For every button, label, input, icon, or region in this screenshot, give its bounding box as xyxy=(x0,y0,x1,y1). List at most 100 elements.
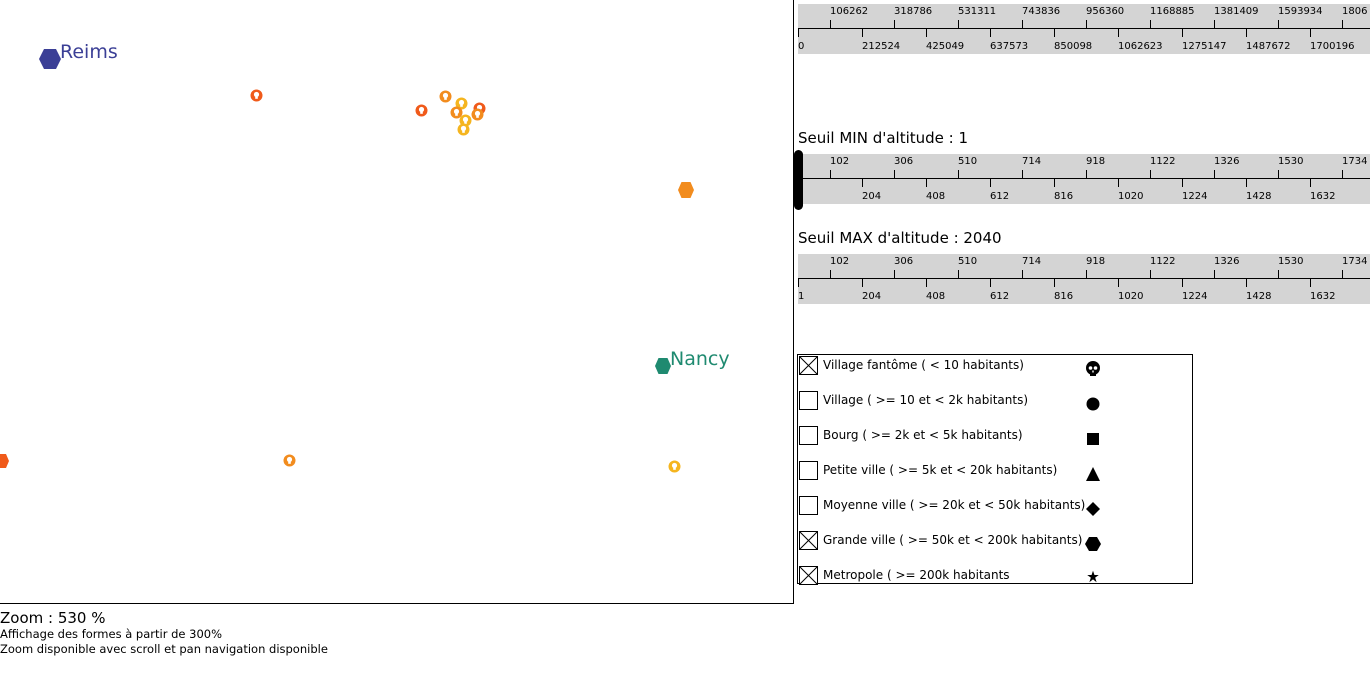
slider-tick-label: 1 xyxy=(798,291,805,302)
slider-tick-label: 714 xyxy=(1022,156,1042,167)
legend-item-bourg[interactable]: Bourg ( >= 2k et < 5k habitants) xyxy=(798,425,1192,460)
legend-item-village[interactable]: Village ( >= 10 et < 2k habitants) xyxy=(798,390,1192,425)
slider-tick-label: 1020 xyxy=(1118,191,1144,202)
slider-tick xyxy=(1310,278,1311,287)
slider-tick-label: 1487672 xyxy=(1246,41,1291,52)
slider-tick-label: 1326 xyxy=(1214,156,1240,167)
slider-tick xyxy=(894,20,895,29)
legend-label: Village ( >= 10 et < 2k habitants) xyxy=(823,393,1029,407)
slider-tick-label: 204 xyxy=(862,291,882,302)
slider-axis xyxy=(798,278,1370,279)
slider-tick-label: 1122 xyxy=(1150,256,1176,267)
altitude-min-title: Seuil MIN d'altitude : 1 xyxy=(798,129,969,147)
ghost-village-marker[interactable] xyxy=(455,97,468,110)
slider-tick xyxy=(1246,178,1247,187)
slider-tick-label: 1224 xyxy=(1182,291,1208,302)
reims-marker[interactable] xyxy=(38,47,62,71)
slider-tick xyxy=(830,170,831,179)
legend-checkbox[interactable] xyxy=(799,391,818,410)
slider-tick xyxy=(990,28,991,37)
slider-axis xyxy=(798,178,1370,179)
legend-checkbox-checked[interactable] xyxy=(799,566,818,585)
slider-tick xyxy=(798,278,799,287)
legend-label: Moyenne ville ( >= 20k et < 50k habitant… xyxy=(823,498,1086,512)
slider-tick xyxy=(1182,28,1183,37)
slider-tick-label: 1734 xyxy=(1342,156,1368,167)
legend-label: Bourg ( >= 2k et < 5k habitants) xyxy=(823,428,1023,442)
slider-tick-label: 1806 xyxy=(1342,6,1368,17)
slider-tick-label: 106262 xyxy=(830,6,869,17)
slider-tick-label: 918 xyxy=(1086,256,1106,267)
slider-tick xyxy=(862,28,863,37)
ghost-village-marker[interactable] xyxy=(415,104,428,117)
slider-tick-label: 1168885 xyxy=(1150,6,1195,17)
slider-tick-label: 510 xyxy=(958,156,978,167)
ghost-village-marker[interactable] xyxy=(283,454,296,467)
legend-item-ghost-village[interactable]: Village fantôme ( < 10 habitants) xyxy=(798,355,1192,390)
slider-tick xyxy=(1086,270,1087,279)
slider-tick-label: 637573 xyxy=(990,41,1029,52)
slider-tick-label: 743836 xyxy=(1022,6,1061,17)
circle-icon xyxy=(1086,397,1100,411)
population-slider[interactable]: 106262 318786 531311 743836 956360 1168885 138… xyxy=(798,4,1370,54)
legend-item-metropole[interactable]: Metropole ( >= 200k habitants xyxy=(798,565,1192,585)
slider-tick-label: 850098 xyxy=(1054,41,1093,52)
zoom-level: Zoom : 530 % xyxy=(0,609,106,627)
legend-label: Village fantôme ( < 10 habitants) xyxy=(823,358,1024,372)
slider-tick-label: 714 xyxy=(1022,256,1042,267)
legend-label: Grande ville ( >= 50k et < 200k habitant… xyxy=(823,533,1083,547)
legend-item-grande-ville[interactable]: Grande ville ( >= 50k et < 200k habitant… xyxy=(798,530,1192,565)
ghost-village-marker[interactable] xyxy=(459,114,472,127)
ghost-village-marker[interactable] xyxy=(668,460,681,473)
legend-checkbox-checked[interactable] xyxy=(799,356,818,375)
slider-tick xyxy=(1086,20,1087,29)
ghost-village-marker[interactable] xyxy=(450,106,463,119)
slider-tick xyxy=(894,270,895,279)
slider-tick-label: 531311 xyxy=(958,6,997,17)
altitude-min-slider[interactable]: 102 306 510 714 918 1122 1326 1530 1734 204 408 612… xyxy=(798,154,1370,204)
slider-tick xyxy=(1054,178,1055,187)
slider-tick-label: 1530 xyxy=(1278,156,1304,167)
slider-tick-label: 0 xyxy=(798,41,805,52)
slider-tick xyxy=(926,178,927,187)
slider-tick-label: 1632 xyxy=(1310,191,1336,202)
slider-tick xyxy=(990,278,991,287)
slider-tick xyxy=(1118,28,1119,37)
ghost-village-marker[interactable] xyxy=(439,90,452,103)
ghost-village-marker[interactable] xyxy=(457,123,470,136)
legend-checkbox[interactable] xyxy=(799,426,818,445)
slider-tick xyxy=(1182,178,1183,187)
navigation-note: Zoom disponible avec scroll et pan navig… xyxy=(0,642,328,656)
slider-tick-label: 306 xyxy=(894,156,914,167)
legend-panel: Village fantôme ( < 10 habitants) Villag… xyxy=(797,354,1193,585)
slider-tick xyxy=(926,28,927,37)
slider-tick-label: 408 xyxy=(926,191,946,202)
ghost-village-marker[interactable] xyxy=(250,89,263,102)
slider-tick-label: 956360 xyxy=(1086,6,1125,17)
slider-tick xyxy=(926,278,927,287)
slider-tick-label: 510 xyxy=(958,256,978,267)
slider-tick-label: 212524 xyxy=(862,41,901,52)
slider-tick xyxy=(830,20,831,29)
slider-tick xyxy=(1342,20,1343,29)
ghost-village-marker[interactable] xyxy=(471,108,484,121)
altitude-max-title: Seuil MAX d'altitude : 2040 xyxy=(798,229,1002,247)
city-hexagon-marker[interactable] xyxy=(0,453,10,469)
legend-item-petite-ville[interactable]: Petite ville ( >= 5k et < 20k habitants) xyxy=(798,460,1192,495)
legend-checkbox-checked[interactable] xyxy=(799,531,818,550)
slider-tick xyxy=(1310,178,1311,187)
legend-checkbox[interactable] xyxy=(799,496,818,515)
altitude-max-slider[interactable]: 102 306 510 714 918 1122 1326 1530 1734 1 204 408 61… xyxy=(798,254,1370,304)
hexagon-icon xyxy=(1085,537,1101,551)
legend-checkbox[interactable] xyxy=(799,461,818,480)
slider-tick xyxy=(1086,170,1087,179)
nancy-marker[interactable] xyxy=(654,357,672,375)
slider-tick-label: 1062623 xyxy=(1118,41,1163,52)
city-hexagon-marker[interactable] xyxy=(677,181,695,199)
slider-tick xyxy=(1150,270,1151,279)
slider-tick xyxy=(958,20,959,29)
map-canvas[interactable]: Reims Nancy xyxy=(0,0,794,604)
slider-tick-label: 408 xyxy=(926,291,946,302)
altitude-min-handle[interactable] xyxy=(794,150,803,210)
legend-item-moyenne-ville[interactable]: Moyenne ville ( >= 20k et < 50k habitant… xyxy=(798,495,1192,530)
